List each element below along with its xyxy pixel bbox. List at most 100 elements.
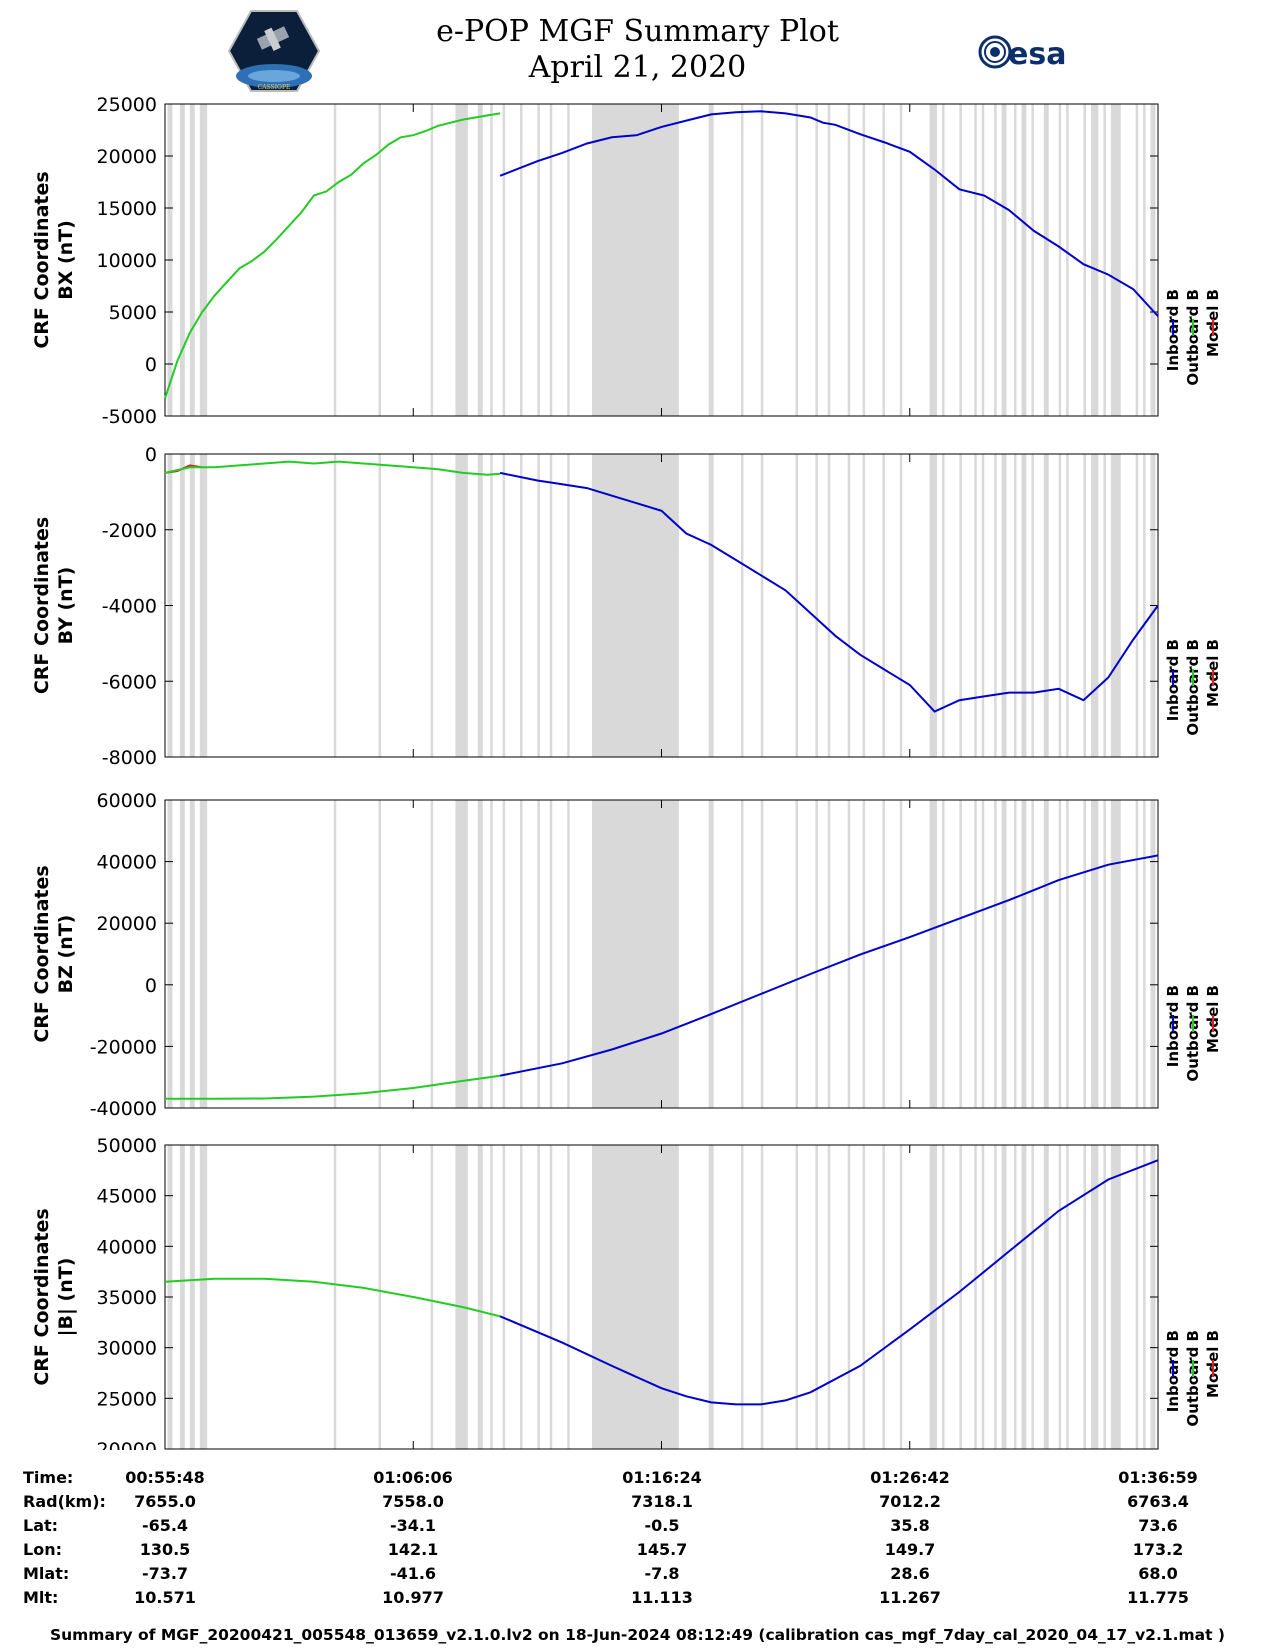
page-title: e-POP MGF Summary Plot xyxy=(436,14,839,49)
info-value: 00:55:48 xyxy=(125,1468,205,1487)
y-axis-label-line2: BZ (nT) xyxy=(55,915,77,994)
legend-label: Outboard B xyxy=(1184,639,1202,736)
info-value: 130.5 xyxy=(139,1540,191,1559)
data-gap-band xyxy=(378,104,381,416)
data-gap-band xyxy=(847,104,851,416)
y-axis-label-line2: BX (nT) xyxy=(55,220,77,300)
series-outboard-b xyxy=(165,1074,501,1100)
data-gap-band xyxy=(1143,454,1146,757)
y-tick-label: 25000 xyxy=(97,1388,157,1410)
y-axis-label: CRF Coordinates BZ (nT) xyxy=(31,865,77,1042)
y-axis-label: CRF Coordinates |B| (nT) xyxy=(31,1208,77,1385)
y-tick-label: 20000 xyxy=(97,146,157,168)
data-gap-band xyxy=(502,454,506,757)
data-gap-band xyxy=(549,1145,553,1449)
data-gap-band xyxy=(1135,1145,1139,1449)
data-gap-band xyxy=(1135,104,1139,416)
data-gap-band xyxy=(477,104,483,416)
data-gap-band xyxy=(567,1145,570,1449)
data-gap-band xyxy=(179,104,185,416)
data-gap-band xyxy=(899,800,903,1108)
data-gap-band xyxy=(882,800,885,1108)
data-gap-band xyxy=(827,1145,831,1449)
data-gap-band xyxy=(1103,104,1106,416)
data-gap-band xyxy=(815,1145,818,1449)
y-tick-label: 0 xyxy=(145,444,157,466)
data-gap-band xyxy=(942,1145,945,1449)
data-gap-band xyxy=(708,454,714,757)
data-gap-band xyxy=(760,1145,764,1449)
data-gap-band xyxy=(974,104,977,416)
info-row: Mlt: 10.571 10.977 11.113 11.267 11.775 xyxy=(0,1588,1275,1610)
data-gap-band xyxy=(1090,800,1099,1108)
data-gap-band xyxy=(502,800,506,1108)
y-tick-label: 35000 xyxy=(97,1287,157,1309)
y-tick-label: 45000 xyxy=(97,1186,157,1208)
data-gap-band xyxy=(1001,1145,1007,1449)
data-gap-band xyxy=(189,800,195,1108)
data-gap-band xyxy=(591,800,679,1108)
data-gap-band xyxy=(519,104,523,416)
data-gap-band xyxy=(477,800,483,1108)
y-tick-label: 20000 xyxy=(97,913,157,935)
data-gap-band xyxy=(591,1145,679,1449)
data-gap-band xyxy=(899,1145,903,1449)
info-row: Time: 00:55:48 01:06:06 01:16:24 01:26:42 01:… xyxy=(0,1468,1275,1490)
title-block: e-POP MGF Summary Plot April 21, 2020 xyxy=(0,14,1275,86)
info-row: Lat: -65.4 -34.1 -0.5 35.8 73.6 xyxy=(0,1516,1275,1538)
data-gap-band xyxy=(1043,454,1049,757)
data-gap-band xyxy=(1135,800,1139,1108)
data-gap-band xyxy=(1021,1145,1027,1449)
data-gap-band xyxy=(430,104,434,416)
panel-3: 60000 40000 20000 0 -20000 -40000 CRF Coordina… xyxy=(31,790,1222,1120)
data-gap-band xyxy=(994,1145,997,1449)
data-gap-band xyxy=(567,104,570,416)
data-gap-band xyxy=(795,104,799,416)
cassiope-logo-text: CASSIOPE xyxy=(258,84,291,91)
data-gap-band xyxy=(189,454,195,757)
data-gap-band xyxy=(1043,1145,1049,1449)
data-gap-band xyxy=(974,454,977,757)
data-gap-band xyxy=(847,454,851,757)
data-gap-band xyxy=(1014,1145,1017,1449)
data-gap-band xyxy=(502,1145,506,1449)
info-value: 7558.0 xyxy=(382,1492,444,1511)
data-gap-band xyxy=(959,104,962,416)
y-axis-label-line1: CRF Coordinates xyxy=(31,517,53,694)
data-gap-band xyxy=(959,1145,962,1449)
data-gap-band xyxy=(959,454,962,757)
y-tick-label: 0 xyxy=(145,354,157,376)
series-outboard-b xyxy=(164,460,501,476)
y-tick-label: 25000 xyxy=(97,94,157,116)
data-gap-band xyxy=(882,1145,885,1449)
data-gap-band xyxy=(199,454,208,757)
data-gap-band xyxy=(994,800,997,1108)
series-inboard-b xyxy=(499,1159,1159,1406)
series-inboard-b xyxy=(499,110,1159,317)
data-gap-band xyxy=(942,454,945,757)
info-value: 11.113 xyxy=(631,1588,693,1607)
legend-label: Outboard B xyxy=(1184,985,1202,1082)
info-value: 7012.2 xyxy=(879,1492,941,1511)
cassiope-logo: CASSIOPE xyxy=(228,10,320,92)
data-gap-band xyxy=(1110,1145,1121,1449)
data-gap-band xyxy=(1083,800,1087,1108)
info-value: 145.7 xyxy=(636,1540,688,1559)
data-gap-band xyxy=(1103,1145,1106,1449)
series-outboard-b xyxy=(164,1277,501,1318)
y-axis-label-line1: CRF Coordinates xyxy=(31,865,53,1042)
info-row: Lon: 130.5 142.1 145.7 149.7 173.2 xyxy=(0,1540,1275,1562)
info-value: 11.775 xyxy=(1127,1588,1189,1607)
data-gap-band xyxy=(1043,104,1049,416)
info-value: -0.5 xyxy=(644,1516,680,1535)
panel-4: 50000 45000 40000 35000 30000 25000 20000 CRF C… xyxy=(31,1135,1222,1450)
data-gap-band xyxy=(591,104,679,416)
data-gap-band xyxy=(1058,800,1062,1108)
data-gap-band xyxy=(795,800,799,1108)
data-gap-band xyxy=(899,454,903,757)
y-tick-label: 60000 xyxy=(97,790,157,812)
y-tick-label: 40000 xyxy=(97,852,157,874)
y-tick-label: -40000 xyxy=(90,1098,157,1120)
info-value: 01:06:06 xyxy=(373,1468,453,1487)
